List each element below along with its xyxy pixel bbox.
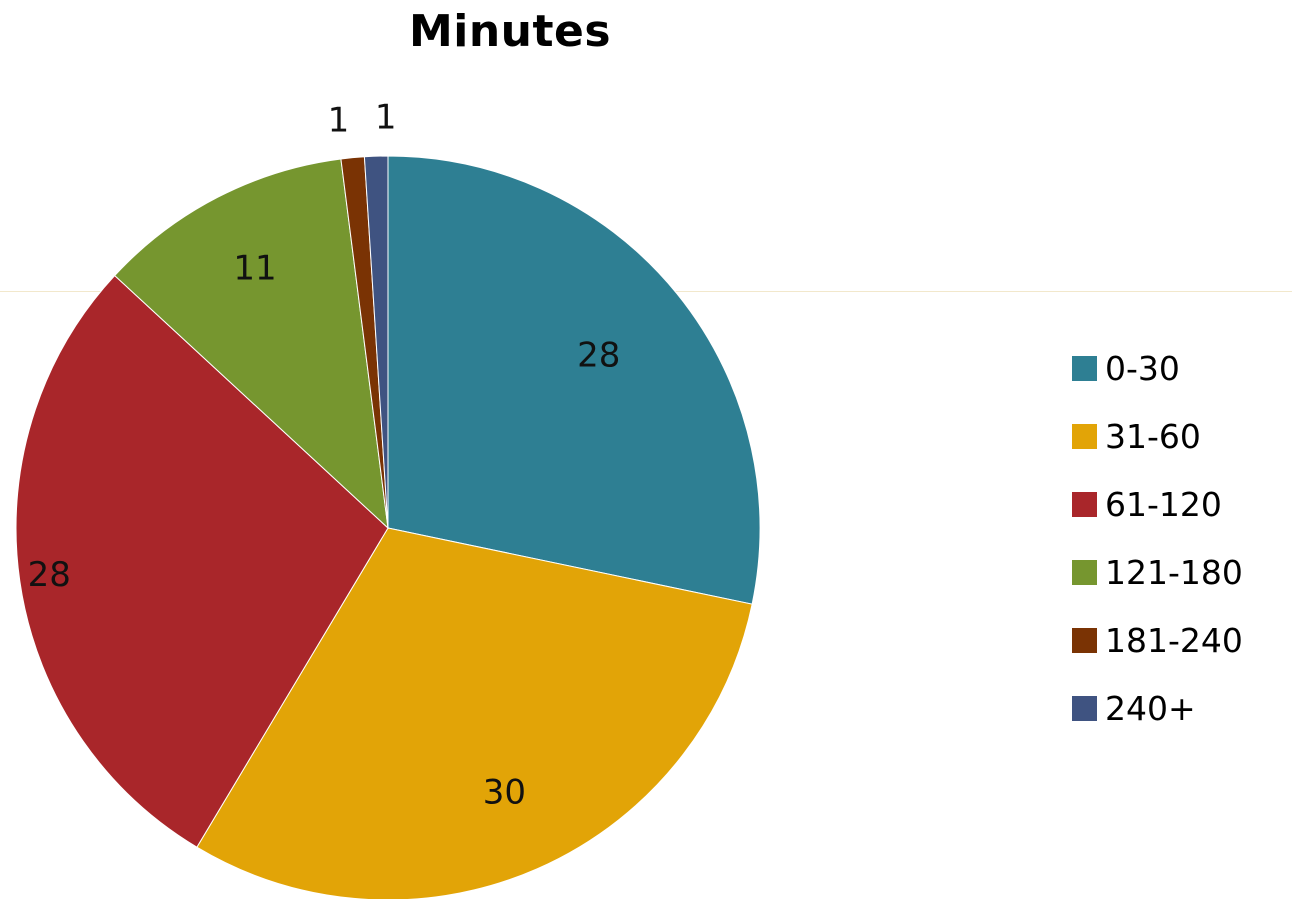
legend-swatch [1072,695,1097,721]
legend-label: 61-120 [1105,484,1222,524]
legend: 0-30 31-60 61-120 121-180 181-240 240+ [1072,334,1243,742]
legend-item-181-240: 181-240 [1072,606,1243,674]
data-label-0-30: 28 [577,335,620,375]
legend-label: 0-30 [1105,348,1180,388]
legend-label: 121-180 [1105,552,1243,592]
legend-swatch [1072,423,1097,449]
legend-label: 31-60 [1105,416,1201,456]
legend-swatch [1072,559,1097,585]
legend-item-240+: 240+ [1072,674,1243,742]
pie-slice-0-30 [387,155,761,605]
chart-title: Minutes [408,6,612,57]
pie-slice-31-60 [196,527,753,899]
data-label-31-60: 30 [483,772,526,812]
legend-label: 240+ [1105,688,1196,728]
legend-item-61-120: 61-120 [1072,470,1243,538]
legend-label: 181-240 [1105,620,1243,660]
data-label-121-180: 11 [233,249,276,289]
pie-slice-121-180 [114,158,389,530]
legend-item-121-180: 121-180 [1072,538,1243,606]
legend-swatch [1072,491,1097,517]
legend-swatch [1072,355,1097,381]
pie-slice-61-120 [15,274,389,848]
data-label-61-120: 28 [28,555,71,595]
legend-swatch [1072,627,1097,653]
pie-slice-240+ [363,155,389,529]
legend-item-0-30: 0-30 [1072,334,1243,402]
data-label-240+: 1 [375,97,397,137]
data-label-181-240: 1 [328,100,350,140]
legend-item-31-60: 31-60 [1072,402,1243,470]
